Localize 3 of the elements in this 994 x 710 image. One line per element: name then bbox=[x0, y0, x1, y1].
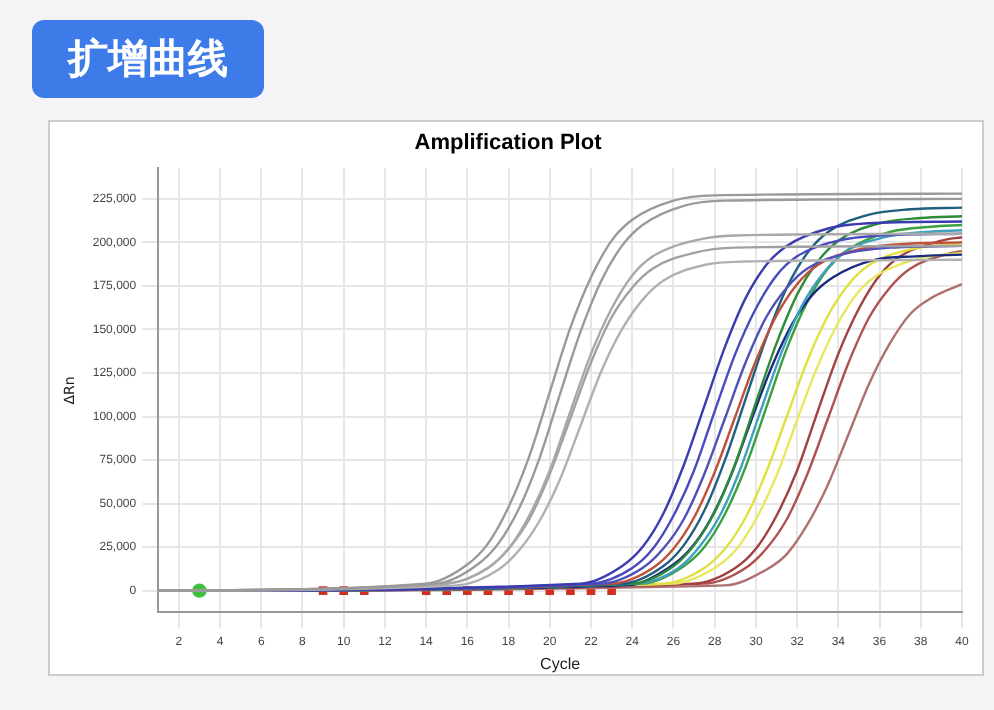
chart-title: Amplification Plot bbox=[414, 131, 603, 156]
x-axis-title: Cycle bbox=[540, 654, 582, 673]
text: 扩增曲线 bbox=[68, 34, 228, 82]
